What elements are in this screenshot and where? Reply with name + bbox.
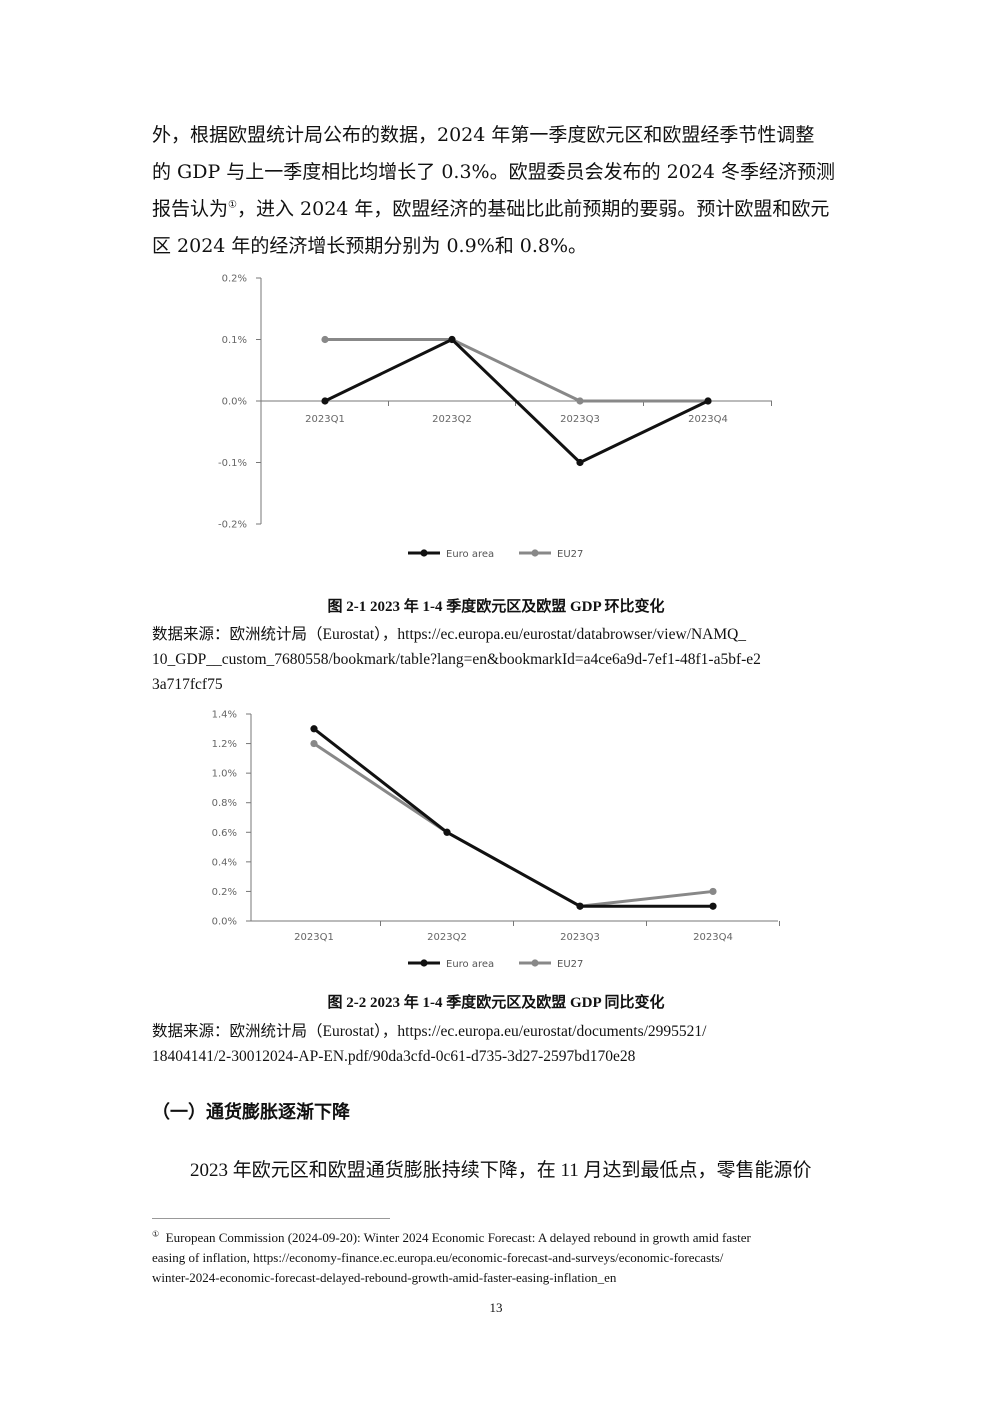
page-number: 13 (489, 1300, 503, 1315)
figure-caption: 图 2-1 2023 年 1-4 季度欧元区及欧盟 GDP 环比变化 (327, 599, 665, 615)
data-point (448, 335, 456, 344)
y-tick-label: 0.8% (212, 798, 237, 809)
y-tick-label: 0.2% (222, 274, 247, 285)
data-point (576, 902, 584, 910)
y-tick-label: -0.2% (218, 520, 247, 531)
legend-label: Euro area (446, 959, 494, 970)
x-tick-label: 2023Q1 (294, 932, 334, 943)
data-point (321, 335, 329, 344)
figure-source: 数据来源：欧洲统计局（Eurostat），https://ec.europa.e… (152, 622, 852, 697)
data-point (704, 397, 712, 405)
series-line (313, 727, 713, 908)
x-tick-label: 2023Q3 (560, 932, 600, 943)
figure-source: 数据来源：欧洲统计局（Eurostat），https://ec.europa.e… (152, 1019, 852, 1069)
footnote-ref[interactable]: ① (228, 199, 237, 211)
data-point (576, 458, 584, 467)
data-point (310, 739, 318, 748)
legend-marker (531, 549, 539, 557)
x-tick-label: 2023Q4 (693, 932, 733, 943)
data-point (709, 902, 717, 910)
y-tick-label: 1.2% (212, 739, 237, 750)
legend-label: Euro area (446, 549, 494, 560)
y-tick-label: 0.4% (212, 857, 237, 868)
y-tick-label: 0.2% (212, 887, 237, 898)
data-point (310, 725, 318, 733)
legend-label: EU27 (557, 959, 583, 970)
source-line: 18404141/2-30012024-AP-EN.pdf/90da3cfd-0… (152, 1048, 636, 1065)
source-line: 数据来源：欧洲统计局（Eurostat），https://ec.europa.e… (152, 626, 747, 643)
data-point (709, 887, 717, 896)
footnote-marker: ① (152, 1229, 160, 1239)
y-tick-label: 0.0% (212, 917, 237, 928)
figure-caption: 图 2-2 2023 年 1-4 季度欧元区及欧盟 GDP 同比变化 (327, 995, 665, 1011)
body-line-part: 报告认为 (152, 198, 229, 220)
data-point (321, 397, 329, 405)
legend-marker (531, 959, 539, 967)
source-line: 3a717fcf75 (152, 676, 223, 693)
y-tick-label: 0.0% (222, 397, 247, 408)
data-point (443, 828, 451, 836)
body-line: 外，根据欧盟统计局公布的数据，2024 年第一季度欧元区和欧盟经季节性调整 (152, 124, 815, 146)
x-tick-label: 2023Q3 (560, 414, 600, 425)
footnote-text: European Commission (2024-09-20): Winter… (165, 1230, 751, 1245)
footnote-line: ① European Commission (2024-09-20): Wint… (152, 1228, 842, 1248)
series-line (324, 338, 709, 464)
body-paragraph: 外，根据欧盟统计局公布的数据，2024 年第一季度欧元区和欧盟经季节性调整 的 … (152, 117, 842, 265)
y-tick-label: 0.1% (222, 335, 247, 346)
section-heading: （一）通货膨胀逐渐下降 (152, 1102, 350, 1122)
source-line: 数据来源：欧洲统计局（Eurostat），https://ec.europa.e… (152, 1023, 707, 1040)
series-line (313, 742, 714, 908)
data-point (576, 397, 584, 405)
x-tick-label: 2023Q2 (432, 414, 472, 425)
data-point (704, 397, 712, 405)
series-line (325, 338, 708, 403)
data-point (448, 335, 456, 344)
section-paragraph: 2023 年欧元区和欧盟通货膨胀持续下降，在 11 月达到最低点，零售能源价 (190, 1160, 812, 1181)
y-tick-label: 0.6% (212, 828, 237, 839)
y-tick-label: 1.4% (212, 710, 237, 721)
footnote-divider (152, 1218, 390, 1219)
legend-marker (420, 959, 428, 967)
footnote-line: winter-2024-economic-forecast-delayed-re… (152, 1270, 617, 1285)
body-line-part: ，进入 2024 年，欧盟经济的基础比此前预期的要弱。预计欧盟和欧元 (236, 198, 830, 220)
footnote: ① European Commission (2024-09-20): Wint… (152, 1228, 842, 1288)
y-tick-label: 1.0% (212, 769, 237, 780)
legend-marker (420, 549, 428, 557)
footnote-line: easing of inflation, https://economy-fin… (152, 1250, 724, 1265)
x-tick-label: 2023Q2 (427, 932, 467, 943)
body-line: 的 GDP 与上一季度相比均增长了 0.3%。欧盟委员会发布的 2024 冬季经… (152, 161, 836, 183)
body-line: 报告认为①，进入 2024 年，欧盟经济的基础比此前预期的要弱。预计欧盟和欧元 (152, 191, 842, 228)
x-tick-label: 2023Q1 (305, 414, 345, 425)
legend-label: EU27 (557, 549, 583, 560)
data-point (443, 828, 451, 836)
body-line: 区 2024 年的经济增长预期分别为 0.9%和 0.8%。 (152, 235, 588, 257)
y-tick-label: -0.1% (218, 458, 247, 469)
x-tick-label: 2023Q4 (688, 414, 728, 425)
data-point (576, 902, 584, 910)
source-line: 10_GDP__custom_7680558/bookmark/table?la… (152, 651, 761, 668)
